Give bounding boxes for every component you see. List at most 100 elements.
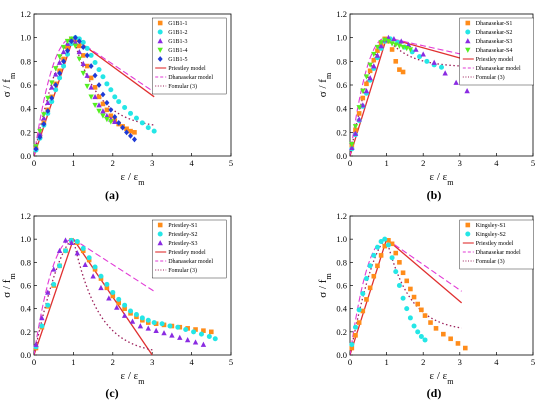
series-g1b1-3 xyxy=(33,35,118,151)
data-point xyxy=(433,326,439,331)
data-point xyxy=(464,88,470,94)
data-point xyxy=(96,108,102,114)
data-point xyxy=(145,125,151,131)
legend-entry: Dhanasekar-S4 xyxy=(476,48,513,54)
legend: Kingsley-S1 Kingsley-S2 Priestley model Dha… xyxy=(459,219,534,270)
data-point xyxy=(367,68,373,74)
data-point xyxy=(39,323,45,329)
data-point xyxy=(157,20,163,26)
y-tick-label: 0.8 xyxy=(336,257,347,267)
data-point xyxy=(108,113,114,119)
dhanasekar-curve xyxy=(350,37,462,156)
data-point xyxy=(129,318,136,324)
data-point xyxy=(110,289,116,295)
y-tick-label: 0.6 xyxy=(20,80,31,90)
data-point xyxy=(33,341,39,347)
data-point xyxy=(92,93,98,100)
data-point xyxy=(411,294,417,300)
data-point xyxy=(420,51,426,57)
data-point xyxy=(349,144,355,151)
data-point xyxy=(51,266,57,272)
data-point xyxy=(385,38,392,45)
data-point xyxy=(64,47,70,54)
data-point xyxy=(352,130,359,136)
data-point xyxy=(349,141,355,148)
legend-entry: Priestley model xyxy=(168,66,206,72)
data-point xyxy=(398,38,404,44)
data-point xyxy=(367,75,373,81)
y-tick-label: 0.4 xyxy=(20,304,31,314)
data-point xyxy=(413,46,419,52)
data-point xyxy=(84,63,90,69)
data-point xyxy=(104,107,110,113)
data-point xyxy=(106,295,112,301)
data-point xyxy=(465,29,471,35)
data-point xyxy=(122,306,127,311)
y-tick-label: 0.6 xyxy=(20,281,31,291)
data-point xyxy=(53,87,59,93)
data-point xyxy=(157,240,163,246)
data-point xyxy=(56,59,63,65)
data-point xyxy=(367,285,373,291)
data-point xyxy=(116,296,122,302)
data-point xyxy=(465,20,471,26)
data-point xyxy=(100,108,106,114)
data-point xyxy=(139,120,145,126)
data-point xyxy=(356,105,362,111)
data-point xyxy=(98,273,104,279)
legend-entry: Priestley-S3 xyxy=(168,241,197,247)
panel-label: (c) xyxy=(105,386,118,400)
y-tick-label: 0.8 xyxy=(20,56,31,66)
x-tick-label: 1 xyxy=(384,357,388,367)
x-tick-label: 4 xyxy=(494,357,499,367)
series-priestley-s3 xyxy=(33,237,207,347)
data-point xyxy=(76,56,83,62)
data-point xyxy=(108,87,114,93)
data-point xyxy=(128,308,134,314)
data-point xyxy=(349,345,355,351)
data-point xyxy=(183,327,189,333)
legend-entry: Dhanasekar-S3 xyxy=(476,39,513,45)
chart-panel: 0 1 2 3 4 5 0.0 0.2 0.4 0.6 0.8 1.0 1.2 ε / εm σ / fm D… xyxy=(317,9,535,187)
series-dhanasekar-s2 xyxy=(349,36,444,152)
x-tick-label: 2 xyxy=(111,158,115,168)
data-point xyxy=(356,116,362,122)
data-point xyxy=(49,95,55,101)
legend-entry: Priestley-S1 xyxy=(168,223,197,229)
data-point xyxy=(378,238,384,244)
formula-curve xyxy=(34,238,155,355)
data-point xyxy=(400,270,406,276)
data-point xyxy=(371,252,377,258)
data-point xyxy=(352,124,359,130)
data-point xyxy=(96,67,102,73)
data-point xyxy=(159,321,165,327)
data-point xyxy=(68,38,74,45)
data-point xyxy=(360,291,366,297)
data-point xyxy=(353,333,358,338)
y-tick-label: 0.2 xyxy=(20,327,31,337)
data-point xyxy=(378,43,384,49)
data-point xyxy=(124,129,130,136)
legend-box xyxy=(459,17,534,86)
data-point xyxy=(64,38,71,45)
data-point xyxy=(389,255,395,261)
data-point xyxy=(465,231,471,237)
data-point xyxy=(157,47,163,53)
y-tick-label: 0.2 xyxy=(336,127,347,137)
data-point xyxy=(64,51,70,57)
data-point xyxy=(393,269,399,275)
legend-entry: G1B1-1 xyxy=(168,21,187,27)
data-point xyxy=(41,121,47,127)
legend: G1B1-1 G1B1-2 G1B1-3 G1B1-4 G1B1-5 Priestley … xyxy=(151,17,227,95)
data-point xyxy=(405,41,412,48)
x-tick-label: 5 xyxy=(531,357,535,367)
series-priestley-s2 xyxy=(33,237,218,350)
data-point xyxy=(363,276,369,282)
data-point xyxy=(448,336,453,342)
data-point xyxy=(441,331,446,337)
model-curves xyxy=(34,237,155,355)
data-point xyxy=(68,239,75,245)
data-point xyxy=(92,85,98,90)
data-point xyxy=(84,83,90,90)
data-point xyxy=(157,56,163,62)
